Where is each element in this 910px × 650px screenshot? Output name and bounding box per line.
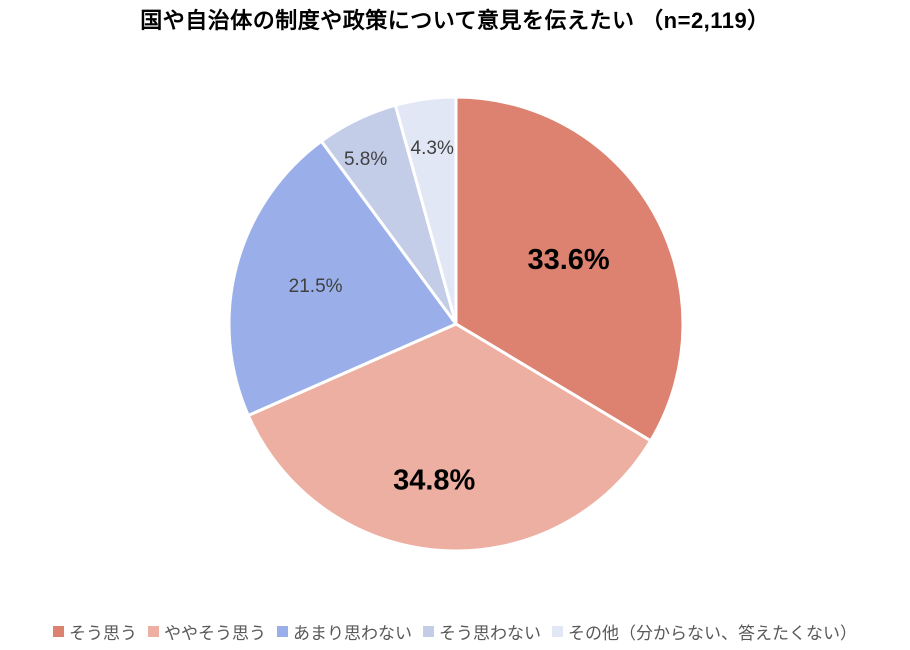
pie-slice-label: 4.3% xyxy=(411,138,454,159)
pie-slice-label: 33.6% xyxy=(527,244,609,276)
legend-swatch xyxy=(148,626,159,637)
legend-swatch xyxy=(277,626,288,637)
pie-slice-label: 21.5% xyxy=(289,276,343,297)
pie-slice-1 xyxy=(454,95,685,443)
legend-label: そう思わない xyxy=(439,624,541,643)
chart-legend: そう思う ややそう思う あまり思わない そう思わない その他（分からない、答えたくない） xyxy=(0,619,910,644)
legend-label: そう思う xyxy=(69,624,137,643)
pie-slice-3 xyxy=(227,139,458,417)
legend-item: そう思う xyxy=(53,619,137,644)
legend-swatch xyxy=(552,626,563,637)
pie-slice-2 xyxy=(246,322,653,553)
pie-slice-label: 34.8% xyxy=(393,464,475,496)
legend-item: あまり思わない xyxy=(277,619,412,644)
pie-slice-5 xyxy=(393,95,458,326)
legend-label: あまり思わない xyxy=(293,624,412,643)
legend-item: その他（分からない、答えたくない） xyxy=(552,619,857,644)
pie-slice-label: 5.8% xyxy=(344,149,387,170)
legend-label: ややそう思う xyxy=(164,624,266,643)
legend-item: そう思わない xyxy=(423,619,541,644)
legend-swatch xyxy=(423,626,434,637)
chart-title: 国や自治体の制度や政策について意見を伝えたい （n=2,119） xyxy=(140,8,770,33)
legend-item: ややそう思う xyxy=(148,619,266,644)
legend-label: その他（分からない、答えたくない） xyxy=(568,624,857,643)
legend-swatch xyxy=(53,626,64,637)
